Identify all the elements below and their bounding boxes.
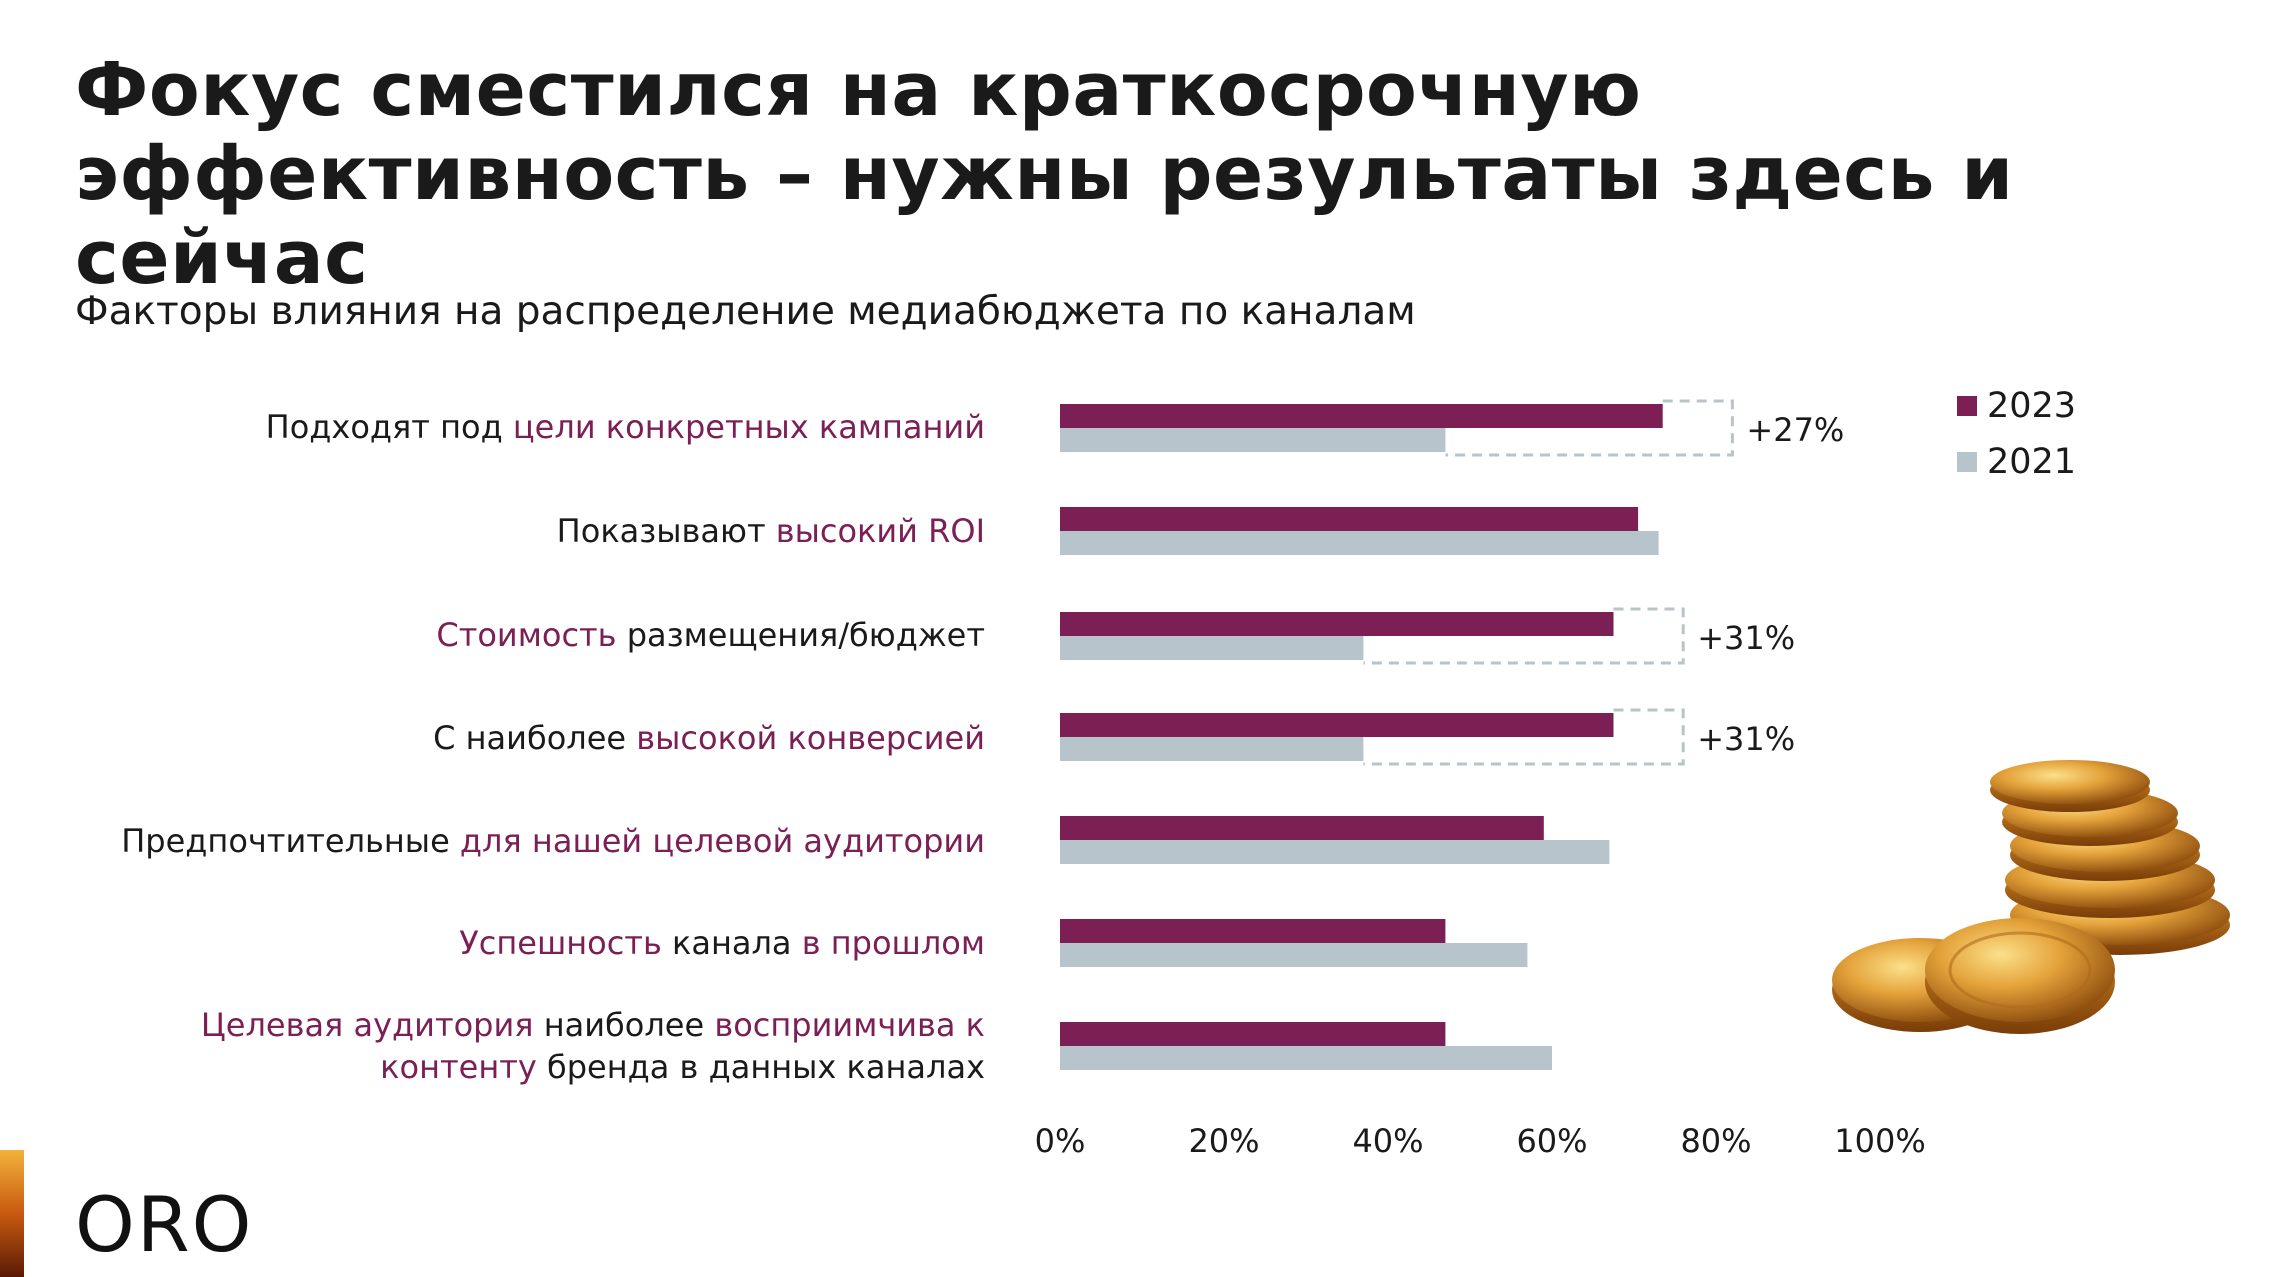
page-title: Фокус сместился на краткосрочную эффекти… [75,47,2014,301]
bar-2023-1 [1060,507,1639,531]
x-tick-label-3: 60% [1516,1122,1587,1160]
x-tick-label-4: 80% [1680,1122,1751,1160]
bar-2023-6 [1060,1022,1446,1046]
brand-logo: ORO [75,1180,254,1269]
category-label-3-part-0: С наиболее [433,719,637,757]
category-label-4-part-0: Предпочтительные [121,822,460,860]
x-tick-label-5: 100% [1834,1122,1925,1160]
category-label-5-part-0: Успешность [459,924,662,962]
bar-2023-5 [1060,919,1446,943]
category-label-4-part-1: для нашей целевой аудитории [459,822,985,860]
gold-coins-illustration [1832,760,2230,1034]
category-label-1: Показывают высокий ROI [85,510,985,552]
chart-subtitle: Факторы влияния на распределение медиабю… [75,289,1416,334]
category-label-6-part-3: бренда в данных каналах [536,1048,985,1086]
bar-2021-3 [1060,737,1364,761]
bar-2023-3 [1060,713,1614,737]
category-label-4: Предпочтительные для нашей целевой аудит… [85,820,985,862]
category-label-5-part-1: канала [661,924,802,962]
category-label-2-part-1: размещения/бюджет [616,616,985,654]
delta-label-1: +31% [1697,619,1795,657]
bar-2021-0 [1060,428,1446,452]
category-label-6-part-0: Целевая аудитория [200,1006,534,1044]
bar-2021-6 [1060,1046,1552,1070]
category-label-6-part-2: восприимчива к контенту [380,1006,985,1086]
x-tick-label-2: 40% [1352,1122,1423,1160]
legend-item-2023: 2023 [1957,378,2076,434]
bar-2021-5 [1060,943,1528,967]
bar-2021-4 [1060,840,1610,864]
x-tick-label-0: 0% [1035,1122,1086,1160]
category-label-1-part-1: высокий ROI [775,512,985,550]
category-label-3: С наиболее высокой конверсией [85,717,985,759]
category-label-6: Целевая аудитория наиболее восприимчива … [85,1004,985,1088]
bar-2023-2 [1060,612,1614,636]
legend: 2023 2021 [1957,378,2076,490]
accent-strip [0,1150,24,1277]
legend-label-2023: 2023 [1987,386,2077,426]
legend-swatch-2023 [1957,396,1977,416]
x-tick-label-1: 20% [1188,1122,1259,1160]
delta-label-0: +27% [1746,411,1844,449]
delta-label-2: +31% [1697,720,1795,758]
category-label-1-part-0: Показывают [556,512,776,550]
legend-swatch-2021 [1957,452,1977,472]
category-label-0-part-1: цели конкретных кампаний [512,408,985,446]
delta-box-0 [1445,399,1734,457]
category-label-0: Подходят под цели конкретных кампаний [85,406,985,448]
category-label-2: Стоимость размещения/бюджет [85,614,985,656]
category-label-5: Успешность канала в прошлом [85,922,985,964]
category-label-2-part-0: Стоимость [436,616,617,654]
delta-box-1 [1363,607,1685,665]
bar-2021-2 [1060,636,1364,660]
category-label-6-part-1: наиболее [533,1006,715,1044]
legend-label-2021: 2021 [1987,442,2077,482]
delta-box-2 [1363,708,1685,766]
bar-2023-0 [1060,404,1663,428]
legend-item-2021: 2021 [1957,434,2076,490]
category-label-3-part-1: высокой конверсией [636,719,985,757]
bar-2021-1 [1060,531,1659,555]
category-label-5-part-2: в прошлом [801,924,985,962]
category-label-0-part-0: Подходят под [265,408,513,446]
bar-2023-4 [1060,816,1544,840]
